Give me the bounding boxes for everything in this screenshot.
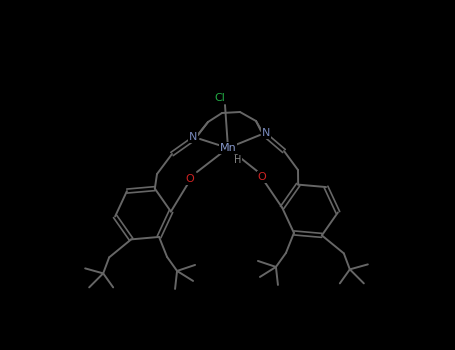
Text: N: N bbox=[262, 128, 270, 138]
Text: Mn: Mn bbox=[220, 143, 237, 153]
Text: H: H bbox=[234, 155, 242, 165]
Text: N: N bbox=[189, 132, 197, 142]
Text: Cl: Cl bbox=[215, 93, 225, 103]
Text: O: O bbox=[186, 174, 194, 184]
Text: O: O bbox=[258, 172, 266, 182]
